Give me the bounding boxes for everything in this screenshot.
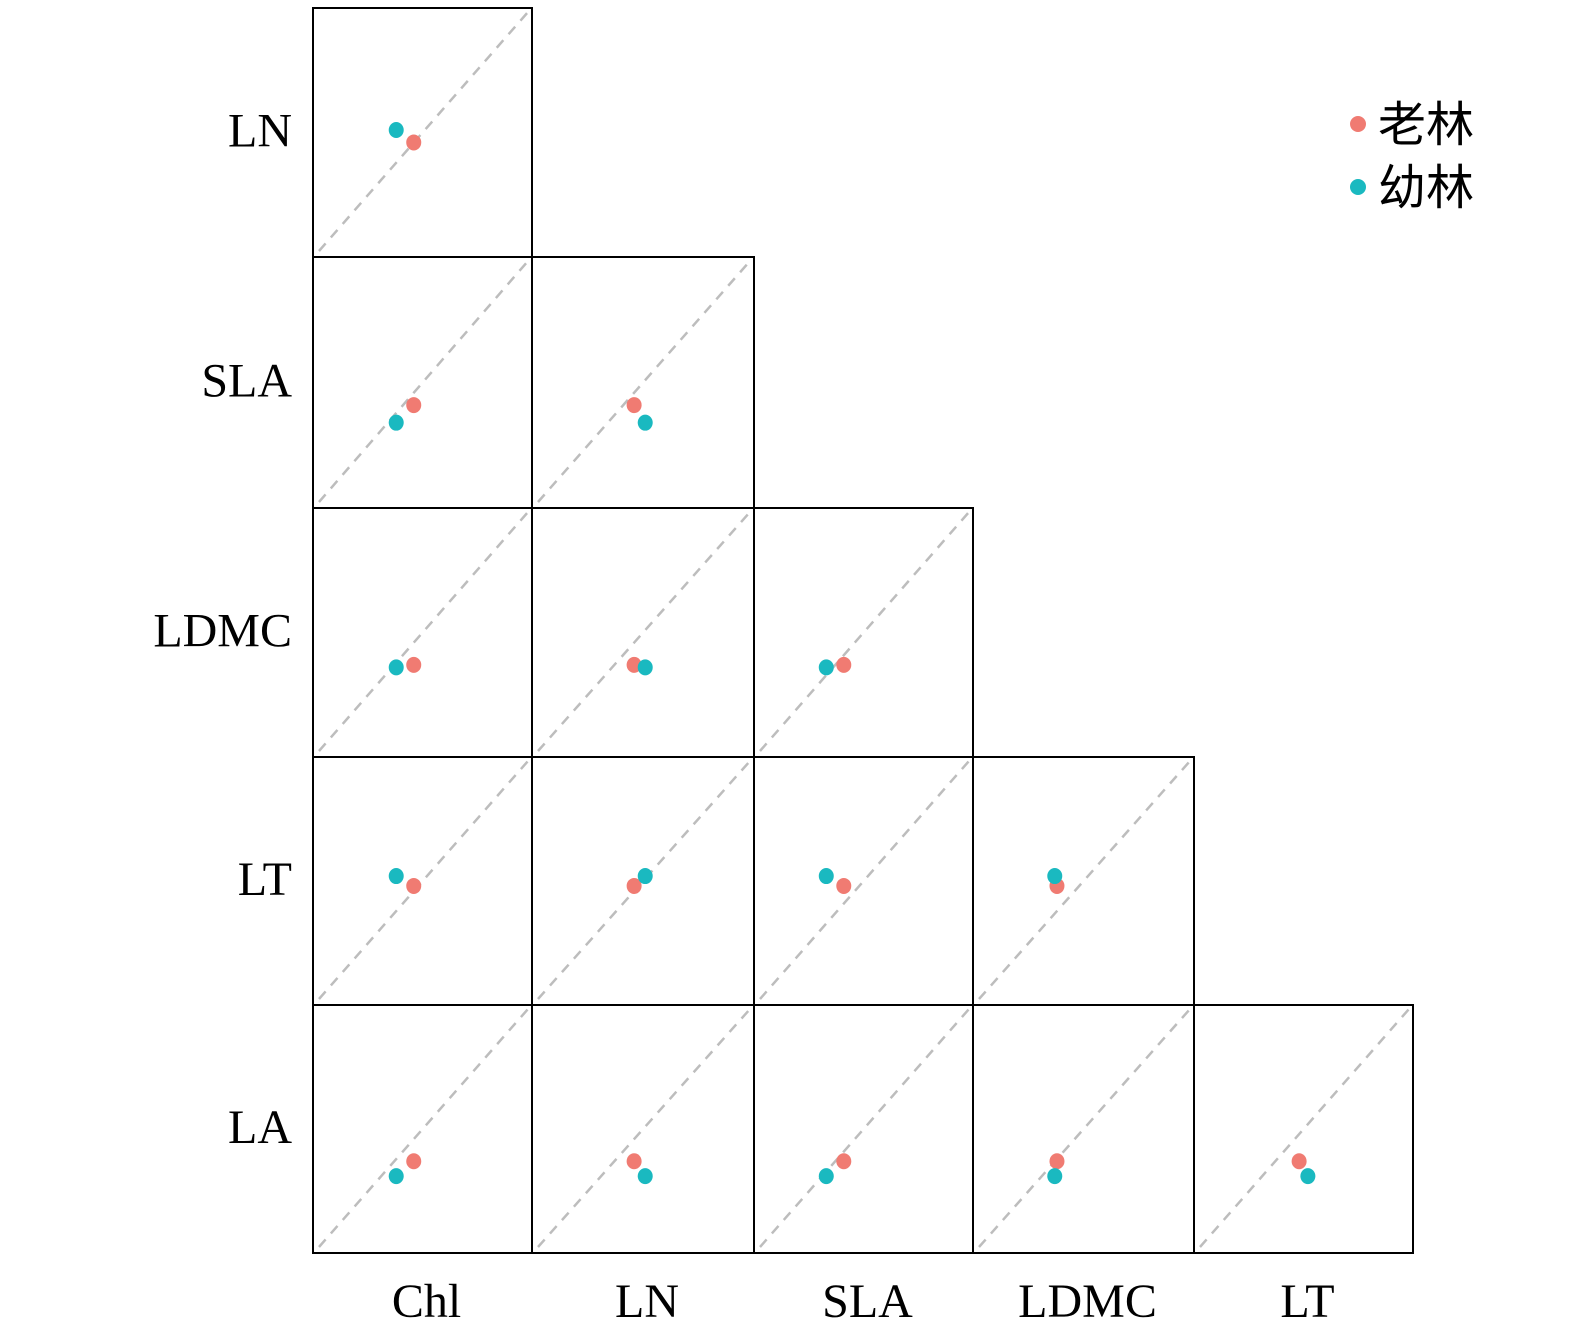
row-label-ldmc: LDMC xyxy=(153,605,292,658)
data-point-young-forest xyxy=(1047,868,1063,885)
data-point-old-forest xyxy=(406,656,422,673)
panel-la-vs-sla xyxy=(753,1004,974,1254)
panel-ldmc-vs-ln xyxy=(531,507,755,758)
panel-sla-vs-ln xyxy=(531,256,755,509)
data-point-old-forest xyxy=(836,1153,852,1170)
reference-diagonal-line xyxy=(318,260,529,503)
reference-diagonal-line xyxy=(978,1008,1191,1248)
data-point-old-forest xyxy=(406,877,422,894)
reference-diagonal-line xyxy=(318,1008,529,1248)
data-point-old-forest xyxy=(1291,1153,1307,1170)
reference-diagonal-line xyxy=(759,1008,970,1248)
reference-diagonal-line xyxy=(759,760,970,1000)
legend-item-young-forest: 幼林 xyxy=(1350,160,1474,216)
data-point-old-forest xyxy=(626,397,642,414)
reference-diagonal-line xyxy=(1199,1008,1410,1248)
data-point-young-forest xyxy=(637,1168,653,1185)
row-label-la: LA xyxy=(228,1101,292,1154)
panel-la-vs-chl xyxy=(312,1004,533,1254)
panel-lt-vs-ldmc xyxy=(972,756,1195,1006)
row-label-sla: SLA xyxy=(201,355,292,408)
reference-diagonal-line xyxy=(318,760,529,1000)
column-label-chl: Chl xyxy=(392,1275,461,1328)
legend-swatch xyxy=(1350,116,1366,132)
column-label-sla: SLA xyxy=(822,1275,913,1328)
column-label-ldmc: LDMC xyxy=(1018,1275,1157,1328)
data-point-young-forest xyxy=(388,414,404,431)
panel-frame xyxy=(1193,1004,1414,1254)
panel-lt-vs-chl xyxy=(312,756,533,1006)
panel-ldmc-vs-chl xyxy=(312,507,533,758)
data-point-young-forest xyxy=(637,414,653,431)
data-point-old-forest xyxy=(626,877,642,894)
column-labels-group: Chl LN SLA LDMC LT xyxy=(392,1275,1335,1328)
data-point-old-forest xyxy=(406,1153,422,1170)
data-point-young-forest xyxy=(818,868,834,885)
panel-ln-vs-chl xyxy=(312,7,533,258)
column-label-lt: LT xyxy=(1280,1275,1334,1328)
reference-diagonal-line xyxy=(537,260,751,503)
data-point-young-forest xyxy=(818,659,834,676)
data-point-young-forest xyxy=(1047,1168,1063,1185)
panel-la-vs-ldmc xyxy=(972,1004,1195,1254)
reference-diagonal-line xyxy=(318,11,529,252)
legend-label: 老林 xyxy=(1378,97,1474,153)
row-labels-group: LN SLA LDMC LT LA xyxy=(153,105,292,1155)
row-label-lt: LT xyxy=(238,853,292,906)
panel-lt-vs-sla xyxy=(753,756,974,1006)
legend-label: 幼林 xyxy=(1378,160,1474,216)
data-point-old-forest xyxy=(836,656,852,673)
panels-group xyxy=(312,7,1414,1254)
panel-la-vs-ln xyxy=(531,1004,755,1254)
reference-diagonal-line xyxy=(318,511,529,752)
data-point-young-forest xyxy=(388,868,404,885)
column-label-ln: LN xyxy=(615,1275,679,1328)
data-point-young-forest xyxy=(1300,1168,1316,1185)
panel-lt-vs-ln xyxy=(531,756,755,1006)
data-point-old-forest xyxy=(406,134,422,151)
reference-diagonal-line xyxy=(537,1008,751,1248)
data-point-young-forest xyxy=(388,1168,404,1185)
data-point-young-forest xyxy=(637,868,653,885)
legend-swatch xyxy=(1350,179,1366,195)
data-point-old-forest xyxy=(406,397,422,414)
data-point-old-forest xyxy=(836,877,852,894)
panel-ldmc-vs-sla xyxy=(753,507,974,758)
reference-diagonal-line xyxy=(537,511,751,752)
data-point-young-forest xyxy=(818,1168,834,1185)
data-point-old-forest xyxy=(1049,1153,1065,1170)
panel-la-vs-lt xyxy=(1193,1004,1414,1254)
legend-item-old-forest: 老林 xyxy=(1350,97,1474,153)
data-point-young-forest xyxy=(388,122,404,139)
reference-diagonal-line xyxy=(978,760,1191,1000)
panel-sla-vs-chl xyxy=(312,256,533,509)
data-point-young-forest xyxy=(637,659,653,676)
reference-diagonal-line xyxy=(759,511,970,752)
data-point-old-forest xyxy=(626,1153,642,1170)
row-label-ln: LN xyxy=(228,105,292,158)
data-point-young-forest xyxy=(388,659,404,676)
